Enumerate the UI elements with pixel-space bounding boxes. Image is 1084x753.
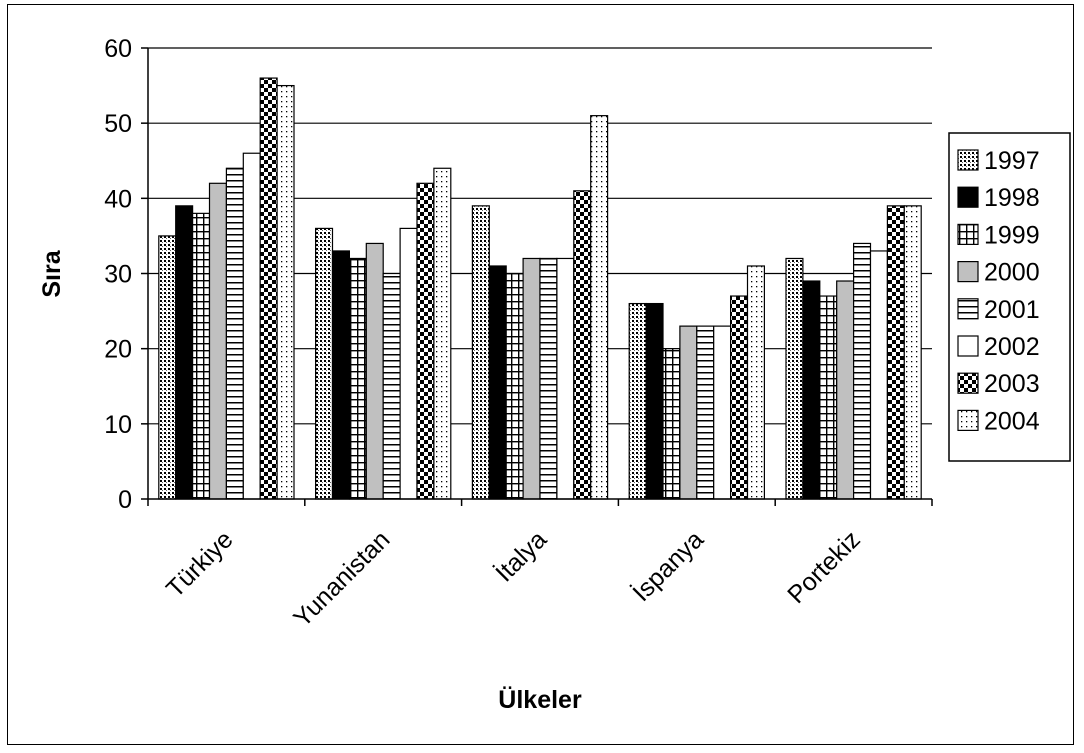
bar-2002 (399, 227, 418, 500)
x-tick-labels: Türkiye Yunanistan İtalya İspanya Portekiz (161, 525, 866, 633)
bar-1999 (662, 348, 681, 500)
bar-2000 (208, 182, 227, 500)
bar-2000 (836, 280, 855, 500)
x-tick-label: İtalya (489, 525, 552, 588)
bar-2001 (382, 272, 401, 500)
bar-2000 (365, 242, 384, 500)
bar-2002 (556, 257, 575, 500)
legend-label: 1997 (984, 147, 1040, 175)
legend-label: 2001 (984, 296, 1040, 324)
bar-2002 (713, 325, 732, 500)
y-tick-label: 40 (104, 185, 132, 213)
bar-2000 (679, 325, 698, 500)
legend: 1997 1998 1999 2000 2001 2002 2003 2004 (948, 132, 1071, 462)
bar-1998 (331, 250, 350, 500)
bar-2000 (522, 257, 541, 500)
bar-1997 (628, 302, 647, 500)
legend-label: 1999 (984, 221, 1040, 249)
legend-label: 2004 (984, 407, 1040, 435)
legend-swatch-1999 (957, 223, 979, 245)
y-tick-label: 60 (104, 35, 132, 63)
x-tick-label: Portekiz (782, 525, 866, 609)
legend-swatch-2001 (957, 298, 979, 320)
bars (158, 77, 922, 500)
bar-1998 (802, 280, 821, 500)
bar-2001 (696, 325, 715, 500)
x-tick-label: Türkiye (161, 525, 239, 603)
bar-2002 (242, 152, 261, 500)
bar-1997 (315, 227, 334, 500)
legend-label: 1998 (984, 184, 1040, 212)
bar-2004 (590, 115, 609, 500)
y-axis-title: Sıra (38, 249, 66, 297)
bar-1999 (192, 212, 211, 500)
y-tick-label: 50 (104, 110, 132, 138)
legend-label: 2002 (984, 333, 1040, 361)
bar-2003 (416, 182, 435, 500)
legend-label: 2000 (984, 259, 1040, 287)
legend-label: 2003 (984, 370, 1040, 398)
y-tick-labels: 0 10 20 30 40 50 60 (104, 35, 132, 514)
legend-swatch-2002 (957, 335, 979, 357)
y-tick-label: 30 (104, 261, 132, 289)
bar-2001 (852, 242, 872, 500)
bar-2003 (729, 295, 749, 500)
legend-swatch-2003 (957, 372, 979, 394)
bar-1998 (175, 205, 194, 500)
bar-2003 (886, 205, 905, 500)
legend-swatch-2004 (957, 409, 979, 431)
bar-1997 (471, 205, 490, 500)
bar-1999 (348, 257, 367, 500)
bar-2003 (573, 190, 592, 500)
y-tick-label: 0 (118, 486, 132, 514)
x-axis-title: Ülkeler (498, 685, 582, 714)
bar-2003 (259, 77, 278, 500)
bar-2004 (746, 265, 765, 500)
bar-2002 (869, 250, 888, 500)
y-tick-label: 20 (104, 336, 132, 364)
bar-2004 (903, 205, 922, 500)
legend-swatch-2000 (957, 261, 979, 283)
bar-2001 (539, 257, 558, 500)
x-tick-label: Yunanistan (288, 525, 395, 632)
legend-swatch-1997 (957, 149, 979, 171)
legend-swatch-1998 (957, 186, 979, 208)
bar-2004 (276, 84, 295, 500)
bar-2001 (225, 167, 244, 500)
axes (141, 47, 933, 506)
bar-1997 (785, 257, 804, 500)
bar-2004 (433, 167, 452, 500)
bar-1999 (505, 272, 524, 500)
x-tick-label: İspanya (627, 525, 709, 607)
bar-1998 (645, 302, 664, 500)
bar-1998 (488, 265, 507, 500)
y-tick-label: 10 (104, 411, 132, 439)
bar-1999 (819, 295, 838, 500)
bar-1997 (158, 235, 177, 500)
